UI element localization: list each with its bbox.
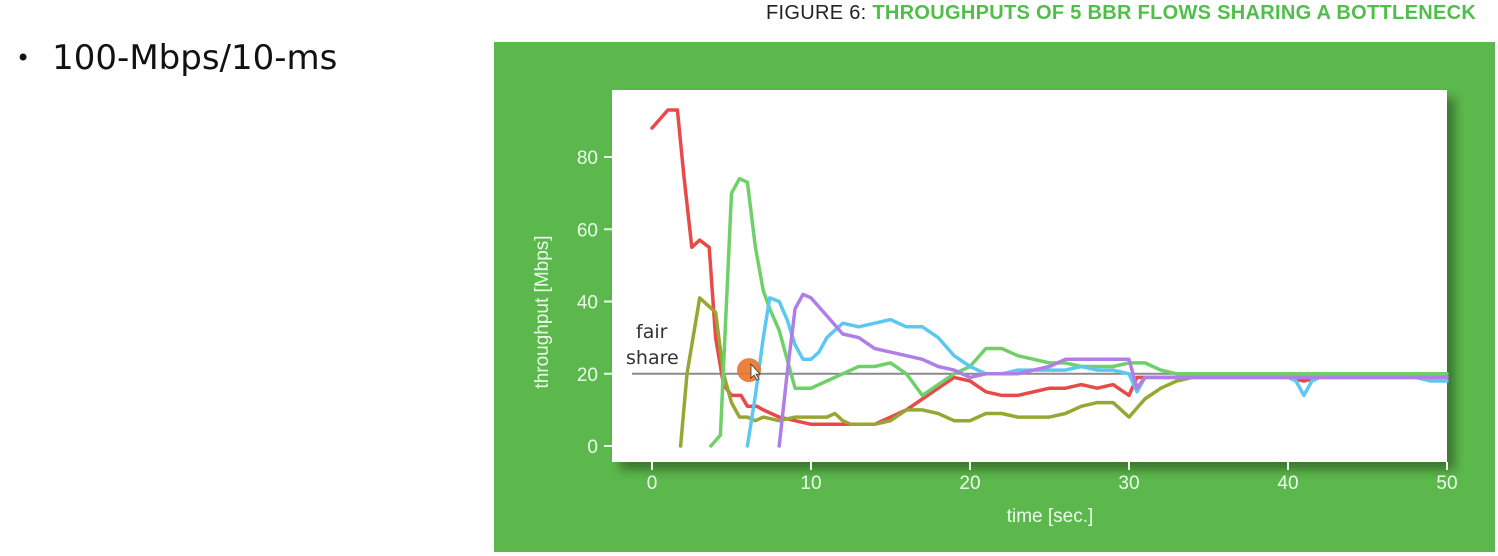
- x-tick-label: 20: [959, 473, 980, 494]
- figure-title: FIGURE 6: THROUGHPUTS OF 5 BBR FLOWS SHA…: [766, 2, 1476, 25]
- bullet-dot-icon: •: [16, 44, 31, 72]
- series-line-3: [709, 176, 1449, 448]
- x-tick-label: 0: [647, 473, 658, 494]
- series-line-5: [777, 292, 1449, 448]
- y-tick-label: 80: [577, 148, 598, 169]
- x-axis-label: time [sec.]: [1007, 506, 1094, 527]
- x-tick-label: 30: [1118, 473, 1139, 494]
- fair-share-label-line1: fair: [636, 321, 668, 343]
- y-tick-label: 40: [577, 293, 598, 314]
- x-tick-label: 40: [1277, 473, 1298, 494]
- plot-area: [612, 90, 1447, 462]
- x-tick-label: 50: [1436, 473, 1457, 494]
- x-tick-label: 10: [800, 473, 821, 494]
- bullet-text: 100-Mbps/10-ms: [52, 38, 338, 78]
- y-axis-label: throughput [Mbps]: [532, 235, 553, 388]
- mouse-pointer-icon: [750, 363, 761, 381]
- fair-share-label-line2: share: [626, 347, 679, 369]
- figure-title-main: THROUGHPUTS OF 5 BBR FLOWS SHARING A BOT…: [872, 2, 1477, 24]
- slide-bullet: • 100-Mbps/10-ms: [16, 38, 337, 78]
- figure-title-prefix: FIGURE 6:: [766, 2, 867, 24]
- y-tick-label: 0: [587, 437, 598, 458]
- y-tick-label: 60: [577, 220, 598, 241]
- y-tick-label: 20: [577, 365, 598, 386]
- series-line-4: [745, 296, 1449, 448]
